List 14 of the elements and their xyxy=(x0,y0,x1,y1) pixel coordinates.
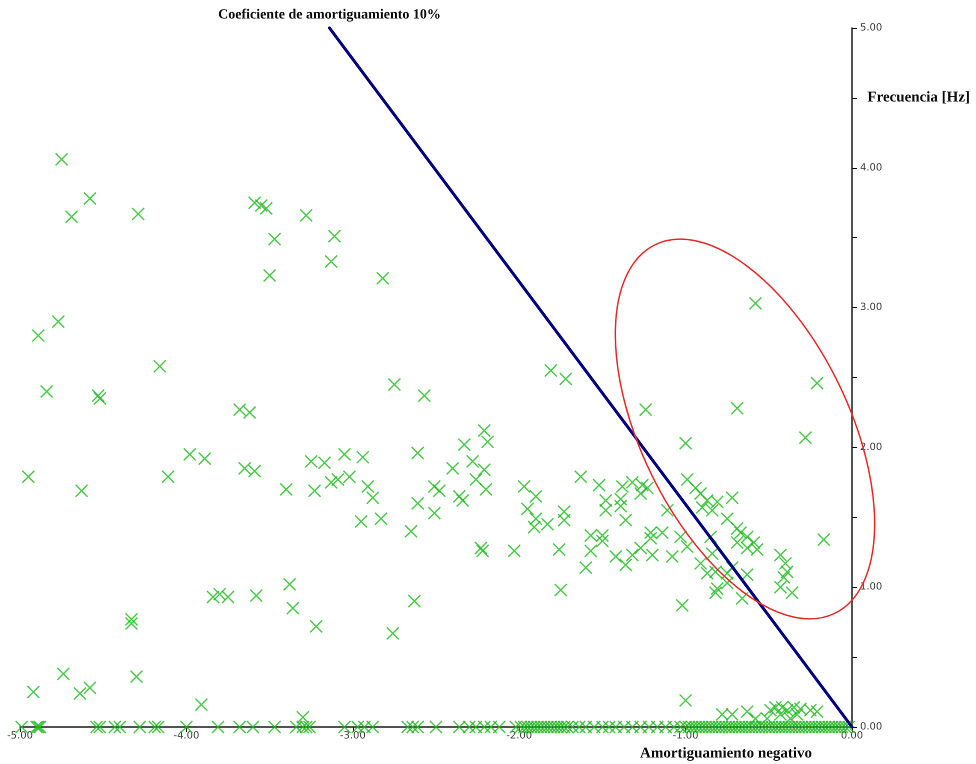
x-axis-title: Amortiguamiento negativo xyxy=(640,746,812,762)
y-tick-label: 3.00 xyxy=(860,302,882,314)
series-label: Coeficiente de amortiguamiento 10% xyxy=(218,8,441,22)
y-tick-label: 1.00 xyxy=(860,582,882,593)
x-tick-label: -5.00 xyxy=(7,730,33,742)
y-tick-label: 0.00 xyxy=(860,722,882,732)
x-tick-label: -3.00 xyxy=(340,730,366,742)
x-tick-label: 0.00 xyxy=(840,730,864,742)
x-tick-label: -1.00 xyxy=(672,730,699,742)
y-tick-label: 5.00 xyxy=(860,22,882,34)
y-tick-label: 4.00 xyxy=(860,162,882,174)
y-axis-title: Frecuencia [Hz] xyxy=(867,90,970,106)
x-tick-label: -4.00 xyxy=(173,730,200,742)
x-tick-label: -2.00 xyxy=(506,730,532,742)
